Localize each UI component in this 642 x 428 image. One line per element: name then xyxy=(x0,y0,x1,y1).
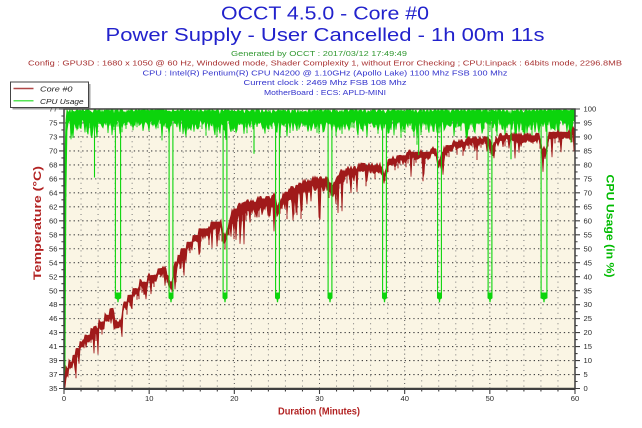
svg-text:35: 35 xyxy=(584,286,592,295)
svg-text:CPU Usage (in %): CPU Usage (in %) xyxy=(604,175,616,278)
svg-text:15: 15 xyxy=(584,342,592,351)
svg-text:CPU : Intel(R) Pentium(R) CPU: CPU : Intel(R) Pentium(R) CPU N4200 @ 1.… xyxy=(143,68,508,77)
svg-text:Duration (Minutes): Duration (Minutes) xyxy=(278,407,360,418)
svg-text:66: 66 xyxy=(49,175,57,184)
svg-text:48: 48 xyxy=(49,300,57,309)
svg-text:70: 70 xyxy=(584,188,592,197)
svg-text:20: 20 xyxy=(230,394,238,403)
svg-text:0: 0 xyxy=(584,384,588,393)
svg-text:OCCT 4.5.0 - Core #0: OCCT 4.5.0 - Core #0 xyxy=(221,4,429,24)
svg-text:70: 70 xyxy=(49,147,57,156)
svg-text:50: 50 xyxy=(486,394,494,403)
svg-text:Temperature (°C): Temperature (°C) xyxy=(32,166,44,280)
svg-text:Core #0: Core #0 xyxy=(40,85,74,94)
svg-text:30: 30 xyxy=(315,394,323,403)
svg-text:55: 55 xyxy=(584,230,592,239)
svg-text:46: 46 xyxy=(49,314,57,323)
svg-text:10: 10 xyxy=(145,394,153,403)
svg-text:50: 50 xyxy=(49,286,57,295)
svg-text:52: 52 xyxy=(49,272,57,281)
svg-text:56: 56 xyxy=(49,244,57,253)
svg-text:85: 85 xyxy=(584,147,592,156)
svg-text:62: 62 xyxy=(49,202,57,211)
svg-text:Config : GPU3D : 1680 x 1050 @: Config : GPU3D : 1680 x 1050 @ 60 Hz, Wi… xyxy=(28,59,622,68)
svg-text:40: 40 xyxy=(584,272,592,281)
svg-text:64: 64 xyxy=(49,188,57,197)
svg-text:45: 45 xyxy=(584,258,592,267)
svg-text:43: 43 xyxy=(49,328,57,337)
svg-text:80: 80 xyxy=(584,161,592,170)
svg-text:40: 40 xyxy=(400,394,408,403)
svg-text:10: 10 xyxy=(584,356,592,365)
svg-text:Generated by OCCT : 2017/03/12: Generated by OCCT : 2017/03/12 17:49:49 xyxy=(231,49,407,58)
svg-text:75: 75 xyxy=(49,119,57,128)
svg-text:20: 20 xyxy=(584,328,592,337)
svg-text:30: 30 xyxy=(584,300,592,309)
svg-text:CPU Usage: CPU Usage xyxy=(40,97,84,106)
svg-text:60: 60 xyxy=(584,216,592,225)
svg-text:5: 5 xyxy=(584,370,588,379)
svg-text:Current clock : 2469 Mhz FSB 1: Current clock : 2469 Mhz FSB 108 Mhz xyxy=(244,78,407,87)
svg-text:73: 73 xyxy=(49,133,57,142)
svg-text:58: 58 xyxy=(49,230,57,239)
svg-text:35: 35 xyxy=(49,384,57,393)
svg-text:60: 60 xyxy=(571,394,579,403)
svg-text:65: 65 xyxy=(584,202,592,211)
svg-text:75: 75 xyxy=(584,175,592,184)
svg-text:Power Supply - User Cancelled: Power Supply - User Cancelled - 1h 00m 1… xyxy=(106,25,545,45)
svg-text:50: 50 xyxy=(584,244,592,253)
svg-text:37: 37 xyxy=(49,370,57,379)
svg-text:39: 39 xyxy=(49,356,57,365)
svg-text:100: 100 xyxy=(584,105,597,114)
svg-text:60: 60 xyxy=(49,216,57,225)
svg-text:95: 95 xyxy=(584,119,592,128)
svg-text:90: 90 xyxy=(584,133,592,142)
svg-text:MotherBoard : ECS: APLD-MINI: MotherBoard : ECS: APLD-MINI xyxy=(264,88,386,97)
svg-text:25: 25 xyxy=(584,314,592,323)
svg-text:68: 68 xyxy=(49,161,57,170)
svg-text:0: 0 xyxy=(62,394,66,403)
svg-text:41: 41 xyxy=(49,342,57,351)
svg-text:54: 54 xyxy=(49,258,57,267)
